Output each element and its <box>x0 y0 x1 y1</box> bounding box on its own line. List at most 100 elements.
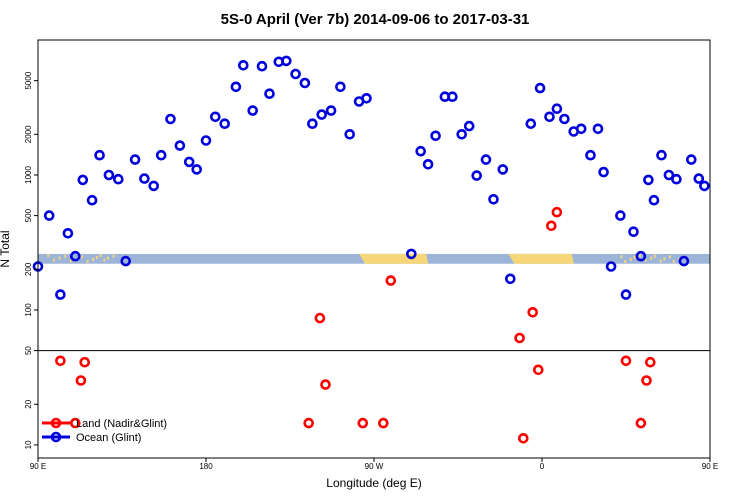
land-speckle <box>639 253 642 257</box>
ocean-point <box>113 173 124 185</box>
ocean-point <box>447 91 458 102</box>
ocean-point <box>551 103 563 114</box>
legend: Land (Nadir&Glint) Ocean (Glint) <box>42 417 167 444</box>
ocean-point <box>77 174 89 186</box>
ocean-point <box>230 81 242 93</box>
ocean-point <box>165 113 176 125</box>
land-point <box>527 306 539 318</box>
ocean-point <box>344 129 356 140</box>
plot-frame <box>37 39 711 459</box>
ocean-point <box>592 123 604 135</box>
ocean-point <box>615 210 626 221</box>
ocean-point <box>534 82 546 94</box>
land-point <box>79 356 90 368</box>
ocean-point <box>148 180 159 192</box>
land-speckle <box>620 255 623 259</box>
land-point <box>644 356 656 368</box>
ocean-point <box>174 140 186 151</box>
ocean-point <box>290 68 301 80</box>
ocean-point <box>361 93 372 104</box>
land-point <box>377 417 389 429</box>
ocean-point <box>471 170 483 181</box>
ocean-point <box>497 164 509 175</box>
ocean-point <box>463 120 475 132</box>
land-segment-1 <box>508 253 574 264</box>
ocean-point <box>671 173 682 185</box>
ocean-point <box>648 194 660 206</box>
ocean-point <box>247 105 258 116</box>
land-speckle <box>80 255 83 259</box>
land-speckle <box>58 256 61 260</box>
land-speckle <box>64 254 67 258</box>
land-point <box>314 312 326 324</box>
ocean-point <box>280 55 292 67</box>
ocean-point <box>663 169 675 181</box>
coverage-band-layer <box>38 253 710 264</box>
ocean-point <box>139 173 150 184</box>
data-points <box>32 55 710 444</box>
y-tick-label: 50 <box>24 346 33 355</box>
ocean-point <box>544 111 555 123</box>
y-tick-label: 10 <box>24 440 33 449</box>
land-speckle <box>629 258 632 262</box>
ocean-point <box>456 129 468 140</box>
x-tick-label: 90 E <box>30 462 46 471</box>
land-speckle <box>624 260 627 264</box>
land-point <box>545 220 557 232</box>
land-point <box>641 375 652 386</box>
land-segment-0 <box>359 253 429 264</box>
land-speckle <box>103 258 106 262</box>
ocean-point <box>335 81 346 93</box>
ocean-point <box>643 174 654 186</box>
land-speckle <box>107 256 110 260</box>
ocean-point <box>585 149 596 161</box>
legend-land-marker <box>50 417 62 429</box>
ocean-point <box>504 273 516 285</box>
land-point <box>357 417 369 429</box>
ocean-point <box>219 118 230 129</box>
x-tick-label: 90 E <box>702 462 718 471</box>
ocean-point <box>325 105 337 116</box>
ocean-point <box>525 118 537 129</box>
ocean-point <box>598 166 609 178</box>
y-tick-label: 2000 <box>24 125 33 143</box>
land-speckle <box>99 253 102 257</box>
ocean-point <box>620 289 632 300</box>
x-tick-label: 180 <box>199 462 213 471</box>
ocean-point <box>559 113 570 125</box>
land-speckle <box>69 259 72 263</box>
ocean-point <box>693 173 705 184</box>
land-point <box>320 379 331 390</box>
ocean-point <box>129 154 141 165</box>
ocean-point <box>264 88 275 99</box>
land-speckle <box>668 255 671 259</box>
land-point <box>55 355 66 367</box>
land-speckle <box>672 260 675 264</box>
ocean-point <box>316 109 328 120</box>
land-point <box>551 206 563 218</box>
land-point <box>620 355 632 367</box>
legend-land-label: Land (Nadir&Glint) <box>76 418 167 430</box>
ocean-point <box>238 60 249 71</box>
ocean-point <box>635 250 647 262</box>
land-speckle <box>52 258 55 262</box>
chart-title: 5S-0 April (Ver 7b) 2014-09-06 to 2017-0… <box>221 11 530 28</box>
land-speckle <box>95 255 98 259</box>
ocean-point <box>480 154 492 165</box>
land-point <box>514 332 525 344</box>
legend-ocean-label: Ocean (Glint) <box>76 432 141 444</box>
x-axis: 90 E 180 90 W 0 90 E <box>30 458 718 471</box>
land-point <box>635 417 647 429</box>
ocean-point <box>103 169 115 181</box>
ocean-point <box>299 77 311 89</box>
ocean-point <box>628 226 639 237</box>
y-tick-label: 1000 <box>24 166 33 184</box>
ocean-point <box>415 145 427 157</box>
y-tick-label: 20 <box>24 399 33 408</box>
land-speckle <box>650 256 653 260</box>
land-point <box>517 432 529 444</box>
land-point <box>532 364 544 376</box>
land-speckle <box>644 258 647 262</box>
y-axis: 10 20 50 100 200 500 1000 2000 5000 <box>24 71 38 449</box>
